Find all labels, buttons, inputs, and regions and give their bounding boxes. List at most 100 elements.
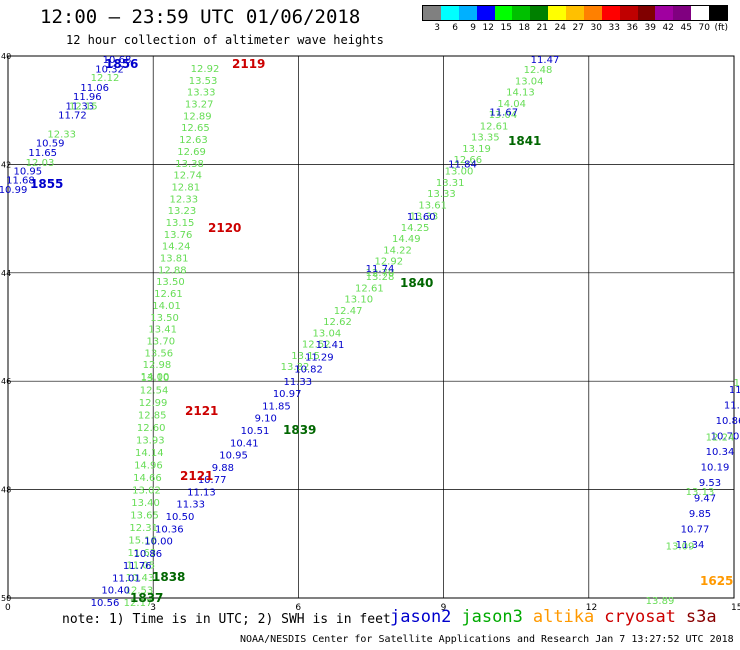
- legend-swatch: [494, 6, 513, 20]
- wave-height-value: 13.33: [187, 88, 216, 99]
- legend-swatch: [673, 6, 692, 20]
- pass-label: 2119: [232, 57, 265, 71]
- legend-swatch: [458, 6, 477, 20]
- satellite-cryosat: cryosat: [604, 607, 676, 627]
- wave-height-value: 12.53: [125, 586, 154, 597]
- color-legend: 3 6 9 12 15 18 21 24 27 30 33 36 39 42 45 70 (ft): [422, 5, 728, 33]
- wave-height-value: 10.99: [0, 185, 27, 196]
- wave-height-value: 12.24: [706, 433, 735, 444]
- wave-height-value: 10.86: [134, 549, 163, 560]
- x-axis-label: 3: [150, 603, 156, 610]
- wave-height-value: 11.33: [176, 500, 205, 511]
- wave-height-value: 11.74: [366, 264, 395, 275]
- wave-height-value: 10.51: [241, 426, 270, 437]
- legend-label: 30: [590, 23, 602, 33]
- pass-label: 1840: [400, 276, 433, 290]
- wave-height-value: 11.67: [489, 107, 518, 118]
- wave-height-value: 12.92: [191, 64, 220, 75]
- y-axis-label: 42: [1, 160, 11, 169]
- wave-height-value: 12.33: [47, 130, 76, 141]
- pass-label: 2121: [180, 469, 213, 483]
- wave-height-value: 11.6: [724, 401, 740, 412]
- wave-height-value: 13.10: [344, 295, 373, 306]
- wave-height-value: 10.32: [95, 64, 124, 75]
- wave-height-value: 13.35: [471, 133, 500, 144]
- wave-height-value: 12.92: [374, 257, 403, 268]
- wave-height-value: 13.33: [427, 189, 456, 200]
- y-axis-label: 48: [1, 486, 11, 495]
- wave-height-value: 14.24: [162, 242, 191, 253]
- legend-label: 24: [554, 23, 566, 33]
- pass-label: 1838: [152, 570, 185, 584]
- wave-height-value: 12.66: [453, 155, 482, 166]
- axis-labels: 40 42 44 46 48 500 3 6 9 12 15: [1, 52, 740, 610]
- wave-height-value: 13.89: [646, 596, 675, 607]
- wave-height-value: 12: [734, 378, 740, 389]
- pass-labels: 1856 1855 2119 2120 2121 2121 1841 1840 1839 1838…: [30, 57, 733, 605]
- legend-swatch: [601, 6, 620, 20]
- legend-label: 21: [536, 23, 548, 33]
- wave-height-value: 13.70: [146, 336, 175, 347]
- wave-height-value: 11.60: [407, 212, 436, 223]
- wave-height-value: 13.50: [156, 277, 185, 288]
- wave-height-value: 12.12: [91, 73, 120, 84]
- satellite-jason3: jason3: [461, 607, 523, 627]
- footer-credit: NOAA/NESDIS Center for Satellite Applica…: [240, 634, 734, 645]
- wave-height-value: 13.15: [166, 218, 195, 229]
- pass-label: 2121: [185, 404, 218, 418]
- legend-swatch: [548, 6, 566, 20]
- wave-height-value: 11.65: [28, 148, 57, 159]
- note-text: note: 1) Time is in UTC; 2) SWH is in fe…: [62, 612, 391, 627]
- legend-label: 12: [482, 23, 494, 33]
- pass-label: 1856: [105, 57, 138, 71]
- legend-label: 15: [500, 23, 512, 33]
- wave-height-value: 12.65: [181, 123, 210, 134]
- wave-height-value: 13.40: [131, 498, 160, 509]
- wave-height-value: 12.60: [137, 423, 166, 434]
- wave-height-value: 12.47: [334, 306, 363, 317]
- wave-height-value: 10.95: [14, 166, 43, 177]
- map-frame: [7, 55, 735, 599]
- legend-label: 27: [572, 23, 584, 33]
- wave-height-value: 9.53: [699, 478, 721, 489]
- wave-height-value: 11.68: [6, 176, 35, 187]
- legend-label: 45: [680, 23, 692, 33]
- wave-height-value: 12.69: [177, 147, 206, 158]
- wave-height-value: 13.23: [168, 206, 197, 217]
- wave-height-value: 11.33: [284, 377, 313, 388]
- legend-label: 9: [470, 23, 476, 33]
- legend-swatch: [476, 6, 495, 20]
- wave-height-value: 12.61: [480, 121, 509, 132]
- wave-height-value: 12.15: [69, 101, 98, 112]
- wave-height-value: 10.00: [144, 537, 173, 548]
- wave-height-value: 10.34: [706, 447, 735, 458]
- wave-height-value: 12.99: [139, 398, 168, 409]
- wave-height-value: 14.25: [401, 223, 430, 234]
- legend-swatch: [655, 6, 674, 20]
- wave-height-value: 12.63: [179, 135, 208, 146]
- wave-height-value: 13.04: [489, 110, 518, 121]
- wave-height-value: 10.36: [155, 524, 184, 535]
- wave-height-value: 13.56: [145, 348, 174, 359]
- y-axis-label: 50: [1, 594, 11, 603]
- wave-height-value: 10.77: [198, 475, 227, 486]
- wave-height-value: 12.62: [323, 317, 352, 328]
- wave-height-value: 12.89: [183, 111, 212, 122]
- tracks: 10.6810.3211.0611.9611.3311.7210.5911.65…: [0, 55, 740, 609]
- wave-height-value: 13.15: [291, 351, 320, 362]
- wave-height-value: 11.13: [187, 487, 216, 498]
- x-axis-label: 12: [586, 603, 597, 610]
- wave-height-value: 10.86: [716, 416, 740, 427]
- wave-height-value: 10.59: [36, 139, 65, 150]
- wave-height-value: 14.13: [506, 88, 535, 99]
- wave-height-value: 10.68: [103, 55, 132, 66]
- legend-swatch: [512, 6, 531, 20]
- wave-height-value: 13.38: [175, 159, 204, 170]
- wave-height-value: 13.81: [160, 254, 189, 265]
- satellite-s3a: s3a: [685, 607, 717, 627]
- wave-height-value: 13.61: [418, 200, 447, 211]
- legend-label: 36: [626, 23, 638, 33]
- legend-swatches: [422, 5, 728, 21]
- wave-height-value: 13.50: [150, 313, 179, 324]
